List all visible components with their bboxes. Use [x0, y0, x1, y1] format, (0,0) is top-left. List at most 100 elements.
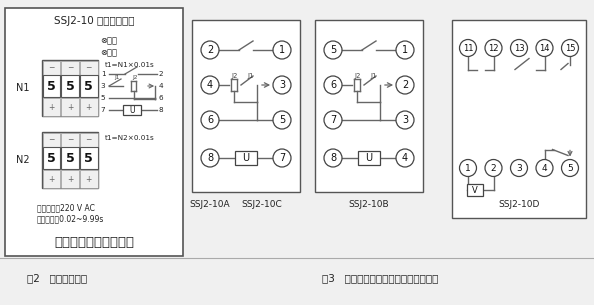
Bar: [80, 132, 97, 147]
Bar: [43, 170, 60, 188]
Circle shape: [324, 111, 342, 129]
Text: J1: J1: [371, 73, 377, 79]
Bar: [192, 20, 300, 192]
Text: SSJ2-10C: SSJ2-10C: [242, 200, 282, 209]
Text: 1: 1: [101, 71, 105, 77]
Text: 6: 6: [207, 115, 213, 125]
Bar: [80, 75, 97, 97]
Text: 4: 4: [542, 164, 547, 173]
Bar: [123, 105, 141, 115]
Text: 12: 12: [488, 44, 499, 53]
Bar: [43, 132, 60, 147]
Text: 图3   继电器内部及端子接线图（背视）: 图3 继电器内部及端子接线图（背视）: [322, 273, 438, 283]
Text: 4: 4: [402, 153, 408, 163]
Text: SSJ2-10B: SSJ2-10B: [349, 200, 389, 209]
Text: 7: 7: [279, 153, 285, 163]
Text: 5: 5: [47, 152, 56, 165]
Circle shape: [273, 111, 291, 129]
Text: N1: N1: [16, 83, 30, 93]
Text: 6: 6: [159, 95, 163, 101]
Text: +: +: [67, 103, 73, 112]
Text: 3: 3: [101, 83, 105, 89]
Circle shape: [273, 76, 291, 94]
Text: 5: 5: [279, 115, 285, 125]
Text: 6: 6: [330, 80, 336, 90]
Text: ⊗电源: ⊗电源: [100, 37, 117, 45]
Text: 15: 15: [565, 44, 575, 53]
Circle shape: [324, 149, 342, 167]
Text: 8: 8: [330, 153, 336, 163]
Bar: [61, 75, 79, 97]
Bar: [43, 60, 60, 75]
Text: J1: J1: [114, 76, 119, 81]
Text: −: −: [86, 63, 92, 72]
Text: 8: 8: [159, 107, 163, 113]
Text: 5: 5: [101, 95, 105, 101]
Circle shape: [561, 160, 579, 177]
Bar: [235, 151, 257, 165]
Text: −: −: [48, 135, 55, 144]
Text: 4: 4: [159, 83, 163, 89]
Text: +: +: [48, 175, 55, 184]
Text: +: +: [48, 103, 55, 112]
Bar: [452, 20, 586, 218]
Text: 2: 2: [402, 80, 408, 90]
Text: 5: 5: [84, 152, 93, 165]
Text: SSJ2-10D: SSJ2-10D: [498, 200, 540, 209]
Bar: [358, 151, 380, 165]
Bar: [467, 184, 483, 196]
Text: SSJ2-10 型时间继电器: SSJ2-10 型时间继电器: [53, 16, 134, 26]
Bar: [43, 147, 60, 169]
Bar: [61, 60, 79, 75]
Circle shape: [485, 160, 502, 177]
Text: 5: 5: [65, 80, 74, 93]
Text: N2: N2: [16, 155, 30, 165]
Circle shape: [460, 40, 476, 56]
Bar: [315, 20, 423, 192]
Text: SSJ2-10A: SSJ2-10A: [189, 200, 230, 209]
Text: 2: 2: [207, 45, 213, 55]
Bar: [43, 98, 60, 116]
Text: 额定电压：220 V AC: 额定电压：220 V AC: [37, 203, 95, 213]
Text: −: −: [67, 63, 73, 72]
Circle shape: [273, 149, 291, 167]
Text: ⊗动作: ⊗动作: [100, 48, 117, 58]
Text: 8: 8: [207, 153, 213, 163]
Text: U: U: [129, 106, 135, 115]
Text: 5: 5: [47, 80, 56, 93]
Bar: [80, 60, 97, 75]
Text: 5: 5: [84, 80, 93, 93]
Text: J2: J2: [132, 76, 138, 81]
Text: +: +: [86, 103, 92, 112]
Text: U: U: [365, 153, 372, 163]
Text: 1: 1: [402, 45, 408, 55]
Text: 3: 3: [516, 164, 522, 173]
Bar: [43, 75, 60, 97]
Text: 图2   继电器面板图: 图2 继电器面板图: [27, 273, 87, 283]
Text: J1: J1: [248, 73, 254, 79]
Circle shape: [396, 76, 414, 94]
Circle shape: [561, 40, 579, 56]
Circle shape: [510, 40, 527, 56]
Circle shape: [536, 40, 553, 56]
Text: 4: 4: [207, 80, 213, 90]
Circle shape: [536, 160, 553, 177]
Text: 7: 7: [330, 115, 336, 125]
Bar: [61, 147, 79, 169]
Text: 1: 1: [279, 45, 285, 55]
Circle shape: [396, 111, 414, 129]
Text: J2: J2: [232, 73, 238, 79]
Text: 5: 5: [567, 164, 573, 173]
Circle shape: [273, 41, 291, 59]
Circle shape: [201, 41, 219, 59]
Text: 3: 3: [402, 115, 408, 125]
Circle shape: [510, 160, 527, 177]
Circle shape: [324, 41, 342, 59]
Text: t1=N1×0.01s: t1=N1×0.01s: [105, 62, 155, 68]
Text: 2: 2: [159, 71, 163, 77]
Text: 延时范围：0.02~9.99s: 延时范围：0.02~9.99s: [37, 214, 105, 224]
Bar: [80, 170, 97, 188]
Text: 13: 13: [514, 44, 525, 53]
Text: 14: 14: [539, 44, 550, 53]
Bar: [5, 8, 183, 256]
